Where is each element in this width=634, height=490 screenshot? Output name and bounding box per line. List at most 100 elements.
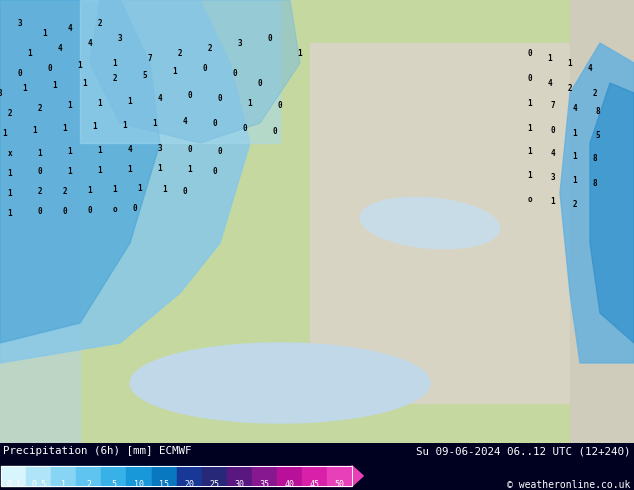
Text: 3: 3	[551, 172, 555, 181]
Text: 2: 2	[37, 103, 42, 113]
Text: 0.5: 0.5	[31, 480, 46, 489]
Text: 0: 0	[37, 167, 42, 175]
FancyBboxPatch shape	[127, 466, 152, 486]
Polygon shape	[352, 466, 363, 486]
Text: 1: 1	[573, 128, 578, 138]
Text: 1: 1	[82, 78, 87, 88]
Text: 0: 0	[63, 206, 67, 216]
Text: 4: 4	[127, 145, 133, 153]
Text: 50: 50	[334, 480, 344, 489]
Text: 1: 1	[298, 49, 302, 57]
Text: 1: 1	[98, 146, 102, 154]
Text: 1: 1	[527, 171, 533, 179]
Text: 2: 2	[98, 19, 102, 27]
Text: 1: 1	[8, 209, 12, 218]
Text: 1: 1	[551, 196, 555, 205]
Text: 1: 1	[63, 123, 67, 132]
Text: 7: 7	[551, 100, 555, 109]
Polygon shape	[590, 83, 634, 343]
Text: 4: 4	[58, 44, 62, 52]
Text: 8: 8	[596, 106, 600, 116]
Text: 0.1: 0.1	[6, 480, 22, 489]
Text: 3: 3	[118, 33, 122, 43]
Text: 1: 1	[8, 189, 12, 197]
Text: 1: 1	[87, 186, 93, 195]
Text: 35: 35	[259, 480, 269, 489]
Text: 0: 0	[527, 74, 533, 82]
Text: 1: 1	[68, 167, 72, 175]
Text: 2: 2	[37, 187, 42, 196]
Text: 1: 1	[158, 164, 162, 172]
Text: 0: 0	[183, 187, 187, 196]
Text: 0: 0	[527, 49, 533, 57]
Text: 45: 45	[309, 480, 320, 489]
Text: 1: 1	[188, 165, 192, 173]
Text: 0: 0	[551, 125, 555, 134]
FancyBboxPatch shape	[176, 466, 202, 486]
Text: 0: 0	[278, 100, 282, 109]
Text: 1: 1	[573, 151, 578, 161]
Text: 0: 0	[233, 69, 237, 77]
Text: 1: 1	[33, 125, 37, 134]
Text: 1: 1	[172, 67, 178, 75]
Text: 0: 0	[212, 119, 217, 127]
Text: 1: 1	[567, 58, 573, 68]
Text: o: o	[113, 204, 117, 214]
Text: 2: 2	[178, 49, 183, 57]
Text: Su 09-06-2024 06..12 UTC (12+240): Su 09-06-2024 06..12 UTC (12+240)	[417, 446, 631, 456]
Text: 4: 4	[158, 94, 162, 102]
Text: 1: 1	[163, 185, 167, 194]
Text: 1: 1	[37, 148, 42, 157]
Ellipse shape	[360, 197, 500, 248]
Text: 1: 1	[42, 28, 48, 38]
Text: 1: 1	[127, 165, 133, 173]
Text: 4: 4	[551, 148, 555, 157]
FancyBboxPatch shape	[227, 466, 252, 486]
FancyBboxPatch shape	[26, 466, 51, 486]
Text: 2: 2	[573, 199, 578, 209]
Text: 0: 0	[188, 91, 192, 99]
FancyBboxPatch shape	[51, 466, 76, 486]
Text: 3: 3	[18, 19, 22, 27]
Text: 20: 20	[184, 480, 194, 489]
Text: 8: 8	[593, 178, 597, 188]
FancyBboxPatch shape	[76, 466, 101, 486]
Text: 1: 1	[78, 60, 82, 70]
Text: 4: 4	[548, 78, 552, 88]
Text: 5: 5	[596, 130, 600, 140]
Text: 0: 0	[87, 205, 93, 215]
Text: 1: 1	[127, 97, 133, 105]
Text: 1: 1	[8, 169, 12, 177]
Text: 1: 1	[93, 122, 97, 130]
Text: 0: 0	[268, 33, 273, 43]
Text: 0: 0	[273, 126, 277, 136]
Text: 4: 4	[87, 39, 93, 48]
Text: 1: 1	[138, 183, 142, 193]
Text: 1: 1	[527, 147, 533, 155]
Text: 3: 3	[0, 89, 3, 98]
Text: 15: 15	[159, 480, 169, 489]
Polygon shape	[0, 0, 250, 363]
Text: 2: 2	[208, 44, 212, 52]
Text: 1: 1	[23, 83, 27, 93]
Text: x: x	[8, 148, 12, 157]
Polygon shape	[570, 0, 634, 443]
Text: 1: 1	[3, 128, 8, 138]
Text: 4: 4	[588, 64, 592, 73]
Text: 1: 1	[113, 185, 117, 194]
Text: 0: 0	[212, 167, 217, 175]
Text: 10: 10	[134, 480, 144, 489]
Text: 4: 4	[68, 24, 72, 32]
Text: 3: 3	[238, 39, 242, 48]
Text: 0: 0	[243, 123, 247, 132]
Text: 0: 0	[133, 203, 138, 213]
Text: 5: 5	[143, 71, 147, 79]
Text: 4: 4	[183, 117, 187, 125]
Text: 8: 8	[593, 153, 597, 163]
Text: o: o	[527, 195, 533, 203]
Bar	[310, 43, 570, 403]
FancyBboxPatch shape	[276, 466, 302, 486]
Text: 1: 1	[527, 123, 533, 132]
FancyBboxPatch shape	[152, 466, 176, 486]
Polygon shape	[560, 43, 634, 363]
